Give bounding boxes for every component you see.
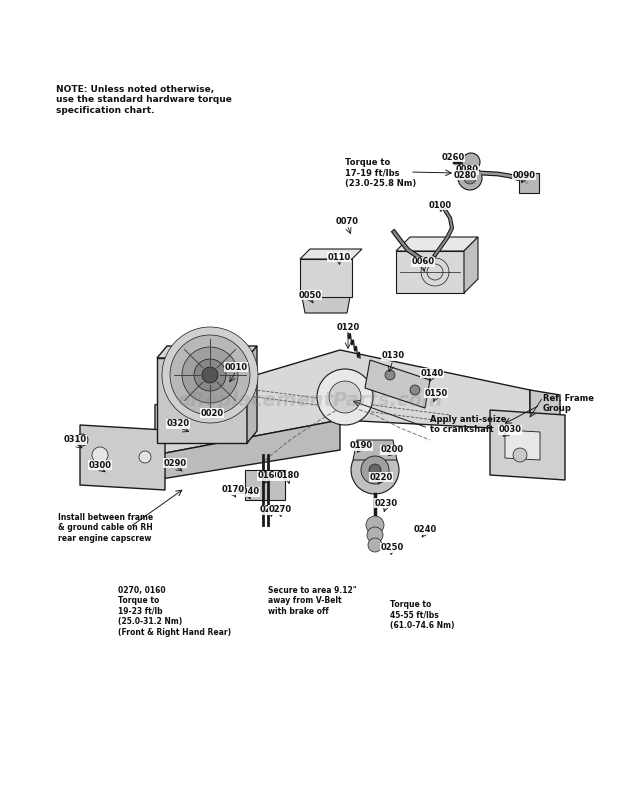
Circle shape — [194, 359, 226, 391]
Text: 0140: 0140 — [420, 368, 444, 378]
Circle shape — [162, 327, 258, 423]
Circle shape — [139, 451, 151, 463]
Text: 0230: 0230 — [374, 499, 397, 508]
Text: 0040: 0040 — [236, 488, 260, 496]
Circle shape — [368, 538, 382, 552]
Text: 0050: 0050 — [298, 290, 322, 299]
Text: 0190: 0190 — [350, 441, 373, 451]
Circle shape — [464, 172, 476, 184]
Circle shape — [361, 456, 389, 484]
Polygon shape — [505, 430, 540, 460]
Text: 0010: 0010 — [224, 363, 247, 371]
Text: Install between frame
& ground cable on RH
rear engine capscrew: Install between frame & ground cable on … — [58, 513, 153, 543]
Polygon shape — [302, 297, 350, 313]
Text: 0080: 0080 — [456, 165, 479, 175]
Text: 0220: 0220 — [370, 472, 392, 481]
Polygon shape — [464, 237, 478, 293]
Text: 0210: 0210 — [259, 505, 283, 515]
Text: 0270, 0160
Torque to
19-23 ft/lb
(25.0-31.2 Nm)
(Front & Right Hand Rear): 0270, 0160 Torque to 19-23 ft/lb (25.0-3… — [118, 586, 231, 637]
Text: 0150: 0150 — [424, 388, 448, 398]
Text: 0300: 0300 — [89, 460, 112, 469]
Polygon shape — [519, 173, 539, 193]
Text: NOTE: Unless noted otherwise,
use the standard hardware torque
specification cha: NOTE: Unless noted otherwise, use the st… — [56, 85, 232, 115]
Polygon shape — [300, 259, 352, 297]
Circle shape — [92, 447, 108, 463]
Text: 0280: 0280 — [453, 171, 477, 180]
Polygon shape — [300, 249, 362, 259]
Circle shape — [385, 370, 395, 380]
Polygon shape — [157, 346, 257, 358]
Text: 0170: 0170 — [221, 485, 244, 495]
Text: 0030: 0030 — [498, 426, 521, 435]
Polygon shape — [530, 390, 560, 435]
Text: 0090: 0090 — [513, 171, 536, 180]
Polygon shape — [247, 346, 257, 443]
Text: 0260: 0260 — [441, 152, 464, 161]
Text: 0180: 0180 — [277, 472, 299, 480]
Circle shape — [366, 516, 384, 534]
Circle shape — [182, 347, 238, 403]
Text: 0320: 0320 — [166, 419, 190, 428]
Circle shape — [367, 527, 383, 543]
Text: Torque to
45-55 ft/lbs
(61.0-74.6 Nm): Torque to 45-55 ft/lbs (61.0-74.6 Nm) — [390, 600, 454, 630]
Text: Apply anti-seize
to crankshaft: Apply anti-seize to crankshaft — [430, 415, 507, 435]
Circle shape — [513, 448, 527, 462]
Text: 0290: 0290 — [164, 459, 187, 468]
Text: 0100: 0100 — [428, 200, 451, 209]
Circle shape — [369, 464, 381, 476]
Text: 0020: 0020 — [200, 408, 224, 418]
Circle shape — [317, 369, 373, 425]
Polygon shape — [396, 237, 478, 251]
Text: 0130: 0130 — [381, 351, 405, 361]
Polygon shape — [155, 420, 340, 480]
Text: 0160: 0160 — [257, 472, 281, 480]
Circle shape — [170, 335, 250, 415]
Text: 0250: 0250 — [381, 544, 404, 553]
Polygon shape — [490, 410, 565, 480]
Text: Torque to
17-19 ft/lbs
(23.0-25.8 Nm): Torque to 17-19 ft/lbs (23.0-25.8 Nm) — [345, 158, 416, 188]
Text: 0270: 0270 — [268, 505, 291, 515]
Circle shape — [202, 367, 218, 383]
Circle shape — [76, 434, 88, 446]
Text: eReplacementParts.com: eReplacementParts.com — [177, 391, 443, 410]
Circle shape — [329, 381, 361, 413]
Circle shape — [458, 166, 482, 190]
Circle shape — [351, 446, 399, 494]
Polygon shape — [155, 350, 530, 455]
Polygon shape — [157, 358, 247, 443]
Polygon shape — [396, 251, 464, 293]
Text: 0200: 0200 — [381, 445, 404, 455]
Polygon shape — [365, 360, 430, 408]
Polygon shape — [353, 440, 397, 460]
Polygon shape — [245, 470, 285, 500]
Text: 0070: 0070 — [335, 217, 358, 226]
Text: Ref. Frame
Group: Ref. Frame Group — [543, 394, 594, 413]
Polygon shape — [80, 425, 165, 490]
Text: 0240: 0240 — [414, 525, 436, 534]
Text: Secure to area 9.12"
away from V-Belt
with brake off: Secure to area 9.12" away from V-Belt wi… — [268, 586, 356, 616]
Text: 0310: 0310 — [63, 435, 87, 444]
Circle shape — [410, 385, 420, 395]
Circle shape — [462, 153, 480, 171]
Text: 0060: 0060 — [412, 257, 435, 266]
Text: 0110: 0110 — [327, 253, 351, 261]
Text: 0120: 0120 — [337, 322, 360, 331]
